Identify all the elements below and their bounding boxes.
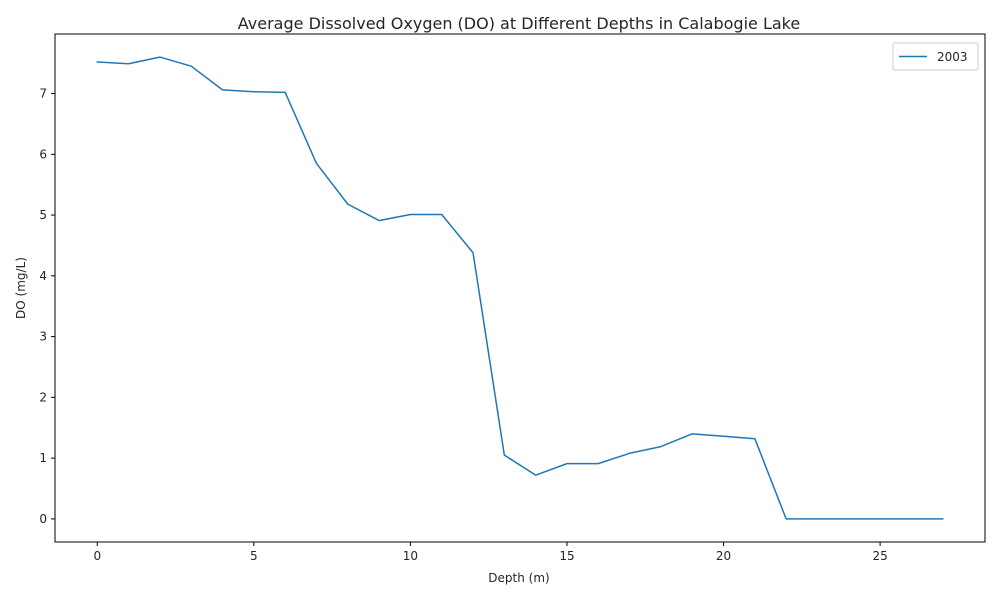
x-tick-label: 25 bbox=[872, 549, 887, 563]
x-tick-label: 10 bbox=[403, 549, 418, 563]
y-tick-label: 7 bbox=[39, 87, 47, 101]
legend-label: 2003 bbox=[937, 50, 968, 64]
x-axis: 0 5 10 15 20 25 bbox=[93, 542, 888, 563]
y-tick-label: 1 bbox=[39, 451, 47, 465]
x-tick-label: 0 bbox=[93, 549, 101, 563]
y-tick-label: 4 bbox=[39, 269, 47, 283]
x-tick-label: 5 bbox=[250, 549, 258, 563]
y-tick-label: 3 bbox=[39, 330, 47, 344]
y-axis: 0 1 2 3 4 5 6 7 bbox=[39, 87, 55, 526]
x-tick-label: 15 bbox=[559, 549, 574, 563]
y-axis-label: DO (mg/L) bbox=[14, 257, 28, 319]
plot-frame bbox=[54, 33, 986, 543]
series-line-2003 bbox=[96, 56, 944, 520]
y-tick-label: 6 bbox=[39, 147, 47, 161]
y-tick-label: 5 bbox=[39, 208, 47, 222]
legend-frame bbox=[892, 42, 979, 71]
chart-title: Average Dissolved Oxygen (DO) at Differe… bbox=[238, 14, 800, 33]
x-axis-label: Depth (m) bbox=[488, 571, 549, 585]
series-layer bbox=[96, 56, 944, 520]
legend: 2003 bbox=[892, 42, 979, 71]
y-tick-label: 0 bbox=[39, 512, 47, 526]
y-tick-label: 2 bbox=[39, 390, 47, 404]
x-tick-label: 20 bbox=[716, 549, 731, 563]
